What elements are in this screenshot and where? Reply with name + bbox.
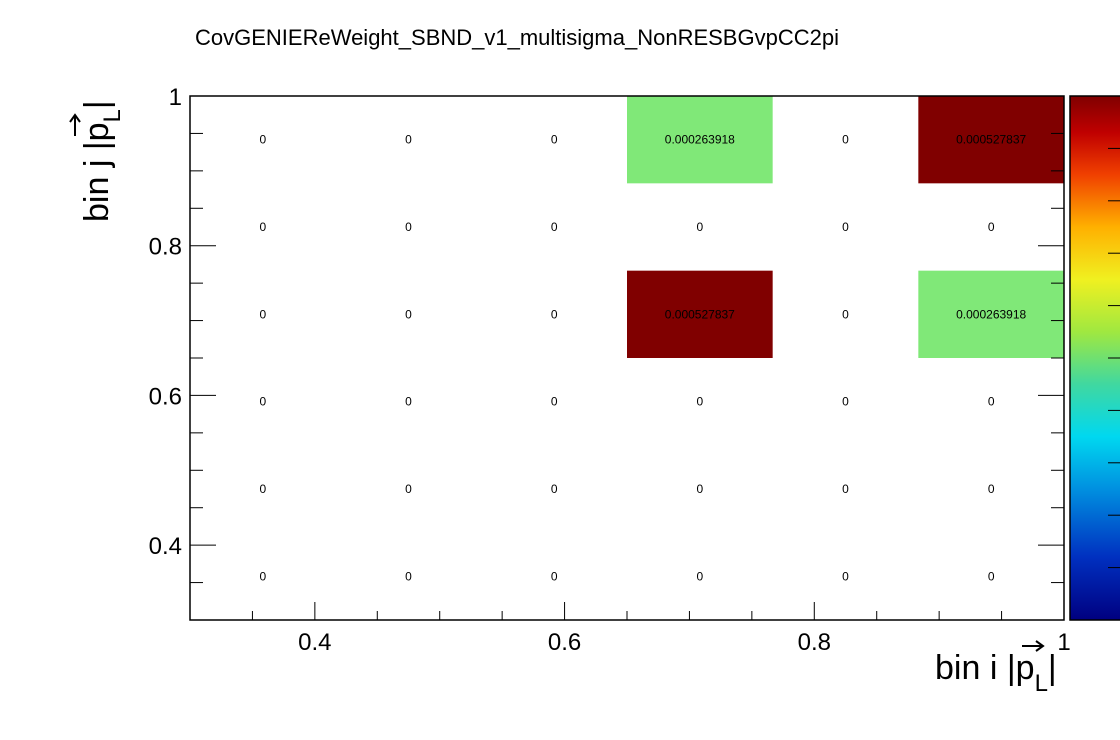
y-axis-ticks: 0.4 0.6 0.8 1	[149, 84, 1064, 621]
cell-value-label: 0	[259, 133, 266, 147]
x-axis-ticks: 0.4 0.6 0.8 1	[189, 602, 1071, 656]
x-axis-vector-arrow	[1022, 640, 1045, 652]
y-tick-label: 0.6	[149, 383, 182, 410]
cell-value-label: 0	[842, 569, 849, 583]
y-tick-label: 1	[169, 84, 182, 111]
heatmap-cell-3-3	[627, 270, 773, 358]
cell-value-label: 0	[988, 220, 995, 234]
x-tick-label: 1	[1057, 629, 1070, 656]
cell-value-label: 0	[551, 569, 558, 583]
color-scale-frame	[1069, 95, 1120, 621]
cell-value-label: 0	[696, 569, 703, 583]
x-axis-label: bin i |pL|	[935, 640, 1057, 697]
y-axis-vector-arrow	[69, 113, 81, 136]
y-tick-label: 0.8	[149, 234, 182, 261]
cell-value-label: 0	[405, 569, 412, 583]
cell-value-label: 0	[405, 133, 412, 147]
cell-value-label: 0	[696, 482, 703, 496]
cell-value-label: 0.000527837	[665, 307, 735, 321]
cell-value-label: 0.000263918	[665, 133, 735, 147]
y-axis-label: bin j |pL|	[69, 100, 126, 222]
cell-value-label: 0	[551, 395, 558, 409]
y-tick-label: 0.4	[149, 533, 182, 560]
color-scale-ticks	[1108, 95, 1120, 569]
cell-value-label: 0.000263918	[956, 307, 1026, 321]
x-tick-label: 0.8	[798, 629, 831, 656]
cell-value-label: 0	[842, 482, 849, 496]
x-tick-label: 0.4	[298, 629, 331, 656]
heatmap-cell-5-5	[918, 96, 1064, 184]
cell-value-label: 0	[696, 395, 703, 409]
heatmap-cells	[627, 96, 1064, 358]
cell-value-label: 0	[842, 133, 849, 147]
cell-value-label: 0	[842, 395, 849, 409]
cell-value-label: 0	[259, 569, 266, 583]
cell-value-label: 0.000527837	[956, 133, 1026, 147]
cell-value-label: 0	[259, 307, 266, 321]
cell-value-label: 0	[842, 307, 849, 321]
cell-value-label: 0	[551, 220, 558, 234]
cell-value-label: 0	[696, 220, 703, 234]
cell-value-label: 0	[405, 307, 412, 321]
cell-value-label: 0	[259, 482, 266, 496]
chart-title: CovGENIEReWeight_SBND_v1_multisigma_NonR…	[195, 25, 839, 50]
cell-value-label: 0	[988, 395, 995, 409]
heatmap-cell-labels: 0 0 0 0 0 0 0 0 0 0 0 0 0 0 0 0 0 0 0 0 0 0.000527837 0 0.00026…	[259, 133, 1026, 584]
heatmap-cell-5-3	[918, 270, 1064, 358]
x-axis-label-text: bin i |pL|	[935, 649, 1057, 697]
x-tick-label: 0.6	[548, 629, 581, 656]
cell-value-label: 0	[988, 482, 995, 496]
cell-value-label: 0	[988, 569, 995, 583]
heatmap-cell-3-5	[627, 96, 773, 184]
cell-value-label: 0	[551, 307, 558, 321]
cell-value-label: 0	[551, 482, 558, 496]
cell-value-label: 0	[405, 220, 412, 234]
cell-value-label: 0	[842, 220, 849, 234]
cell-value-label: 0	[259, 220, 266, 234]
cell-value-label: 0	[405, 482, 412, 496]
cell-value-label: 0	[259, 395, 266, 409]
cell-value-label: 0	[405, 395, 412, 409]
y-axis-label-text: bin j |pL|	[78, 100, 126, 222]
cell-value-label: 0	[551, 133, 558, 147]
color-scale	[1069, 95, 1120, 621]
